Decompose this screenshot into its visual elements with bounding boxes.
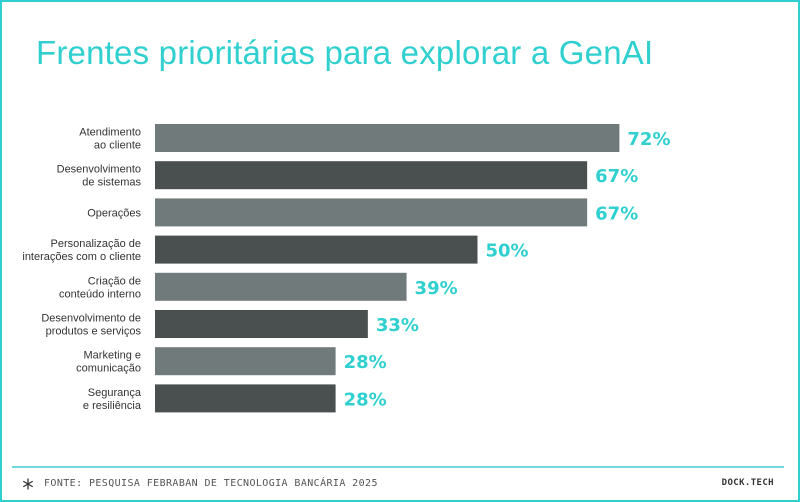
category-label-7-line-1: Marketing e [84,350,141,362]
value-label-5: 39% [415,278,458,299]
category-label-5-line-1: Criação de [88,275,141,287]
category-label-1-line-2: ao cliente [94,140,141,152]
bar-4 [155,235,478,264]
value-label-8: 28% [344,389,387,410]
bar-6 [155,310,368,338]
category-label-8-line-1: Segurança [88,387,142,399]
value-label-3: 67% [595,203,638,224]
bar-8 [155,384,336,413]
category-label-8-line-2: e resiliência [83,400,142,412]
bar-2 [155,161,588,190]
category-label-4-line-1: Personalização de [50,238,141,250]
bars-layer [155,124,620,413]
category-label-7-line-2: comunicação [76,363,141,375]
footer-source: FONTE: PESQUISA FEBRABAN DE TECNOLOGIA B… [44,478,378,489]
bar-5 [155,272,407,301]
footer-divider [12,466,784,468]
bar-1 [155,124,620,152]
category-label-2-line-2: de sistemas [82,177,141,189]
category-label-4-line-2: interações com o cliente [22,251,141,263]
value-label-1: 72% [627,129,670,150]
footer-brand[interactable]: DOCK.TECH [721,478,774,488]
category-label-6-line-1: Desenvolvimento de [41,313,141,325]
category-label-2-line-1: Desenvolvimento [57,164,141,176]
category-label-5-line-2: conteúdo interno [59,288,141,300]
value-label-6: 33% [376,315,419,336]
category-label-1-line-1: Atendimento [79,127,141,139]
chart-title: Frentes prioritárias para explorar a Gen… [36,34,654,71]
value-label-4: 50% [486,241,529,262]
value-label-2: 67% [595,166,638,187]
category-label-3-line-1: Operações [87,207,141,219]
category-label-6-line-2: produtos e serviços [46,326,142,338]
value-labels-layer: 72% 67% 67% 50% 39% 33% 28% 28% [344,129,671,410]
bar-7 [155,347,336,376]
bar-3 [155,198,588,227]
value-label-7: 28% [344,352,387,373]
asterisk-icon [23,478,33,490]
